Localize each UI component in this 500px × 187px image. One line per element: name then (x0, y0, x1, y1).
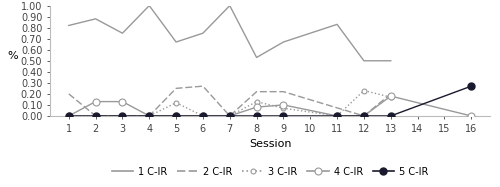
X-axis label: Session: Session (249, 139, 291, 149)
Legend: 1 C-IR, 2 C-IR, 3 C-IR, 4 C-IR, 5 C-IR: 1 C-IR, 2 C-IR, 3 C-IR, 4 C-IR, 5 C-IR (108, 163, 432, 180)
Y-axis label: %: % (7, 51, 18, 61)
